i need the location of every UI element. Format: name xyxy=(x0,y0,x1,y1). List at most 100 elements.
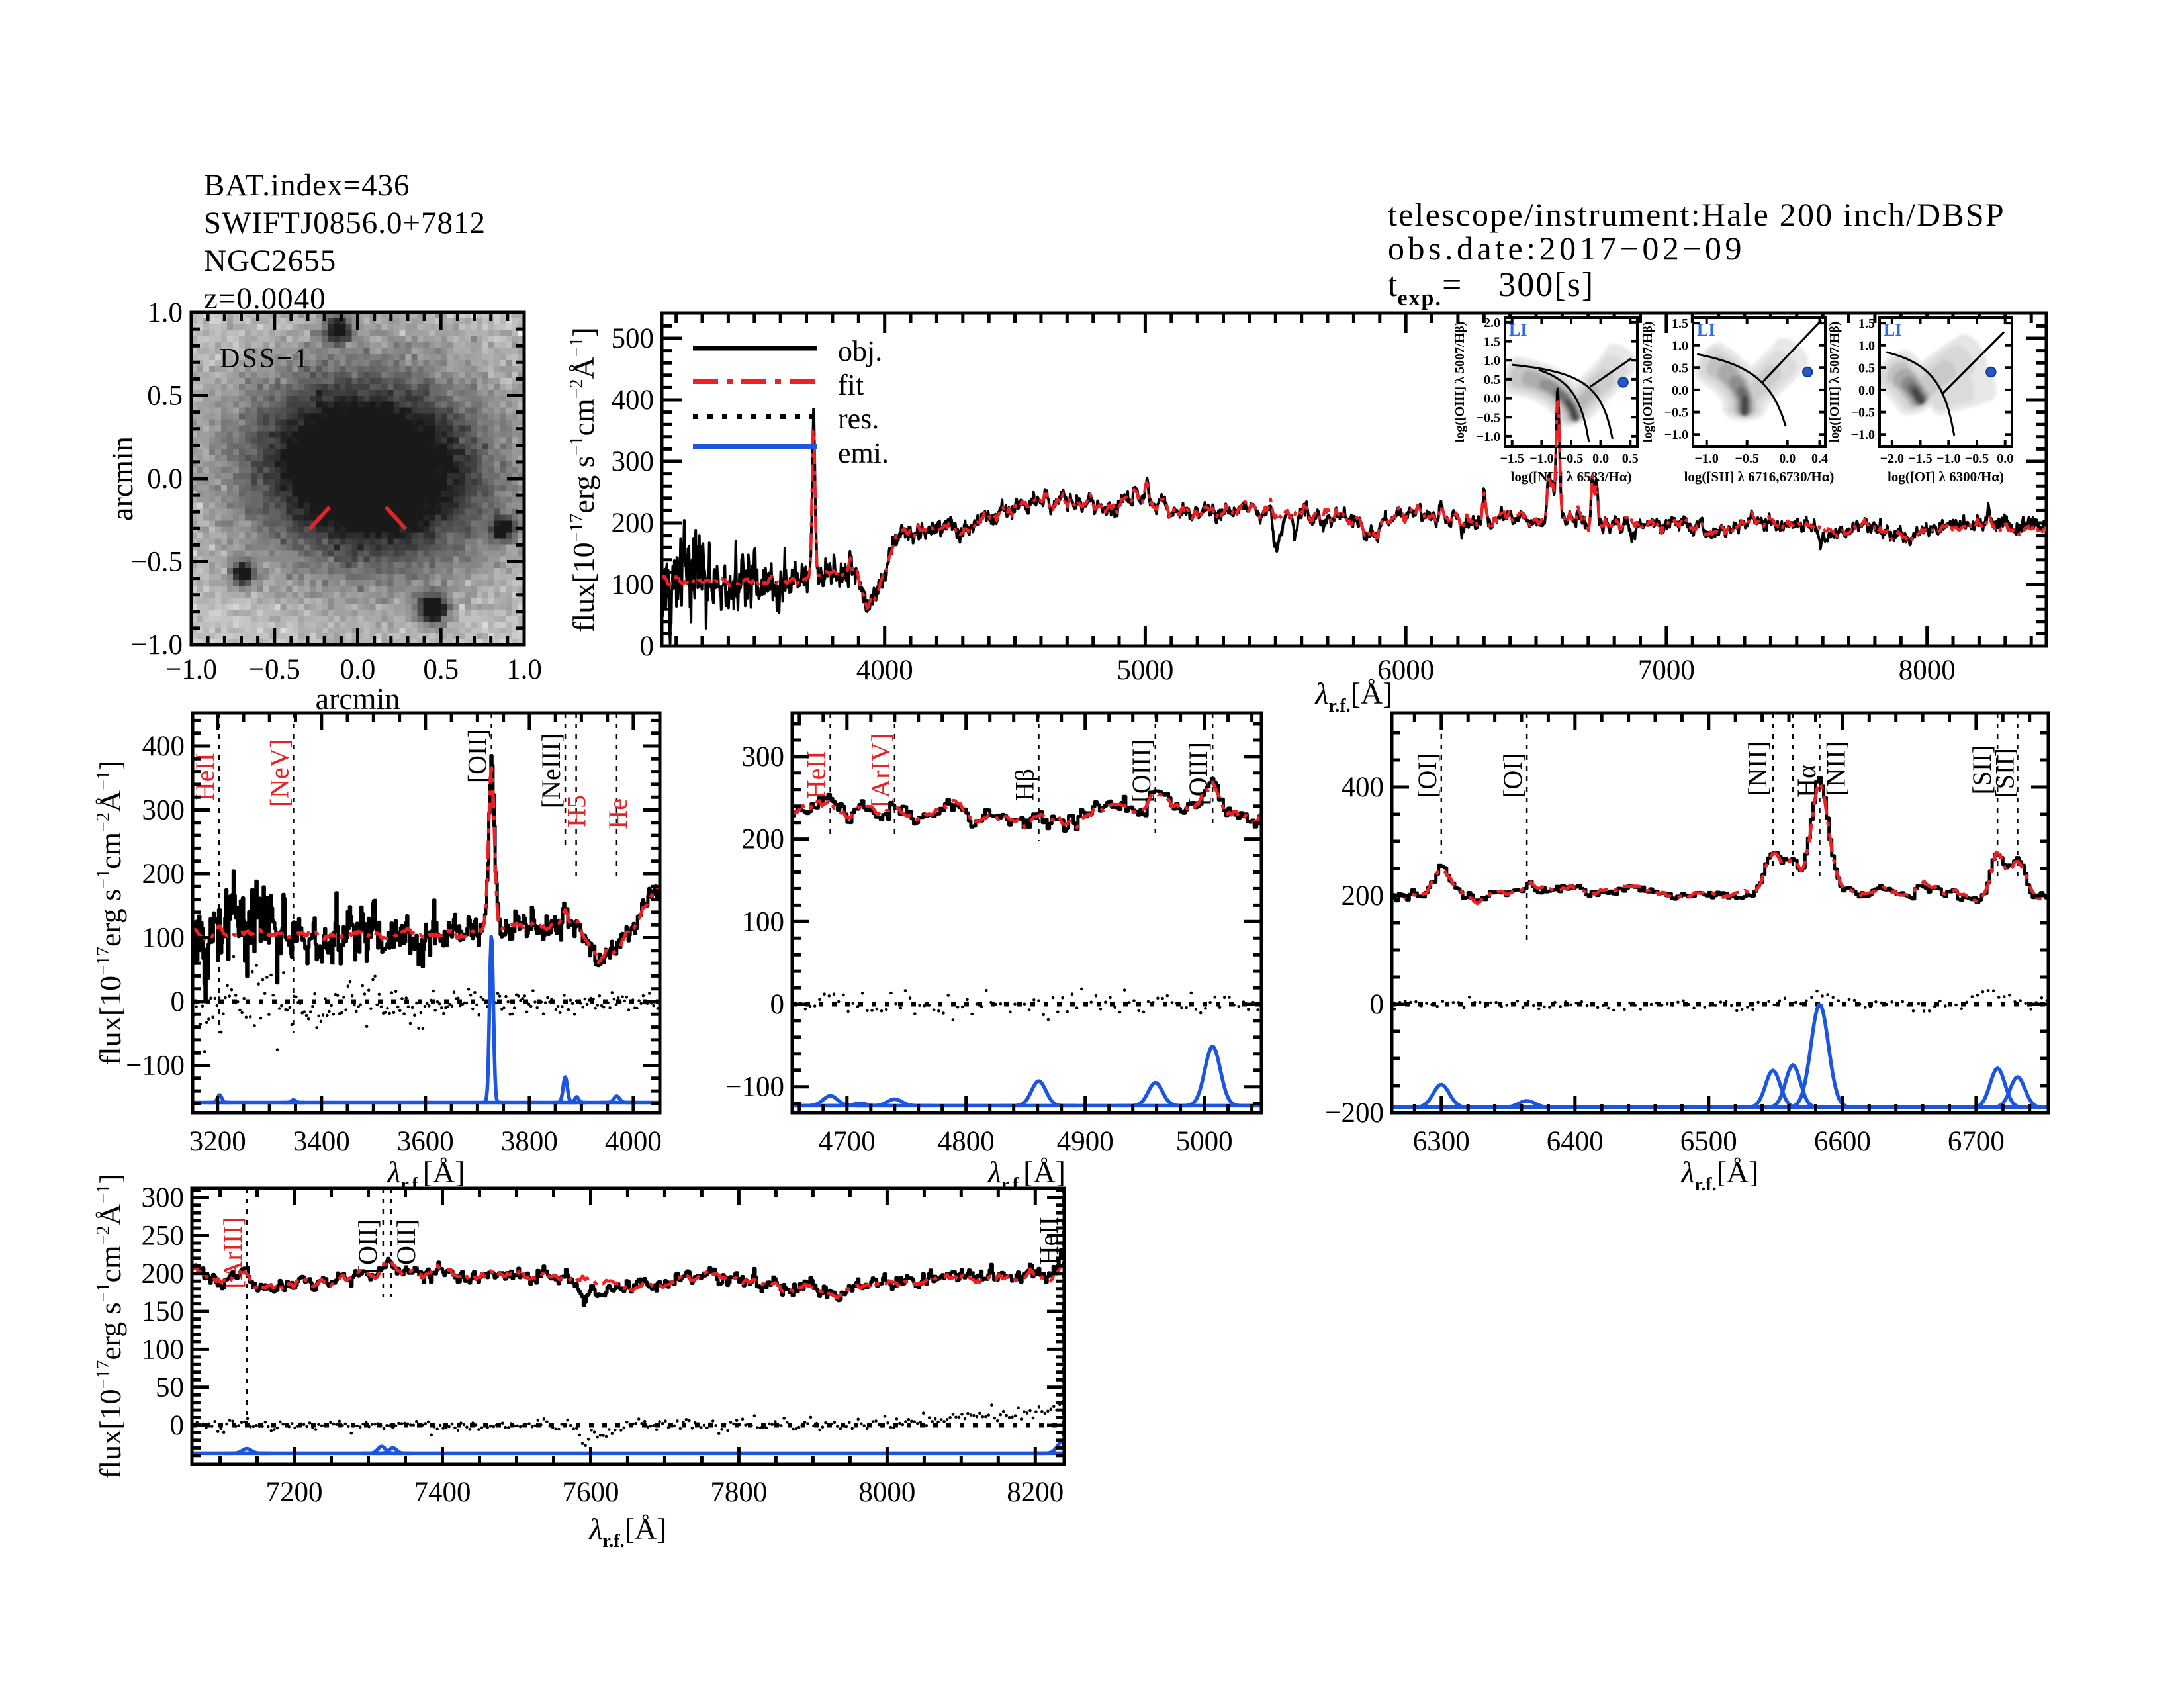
svg-text:4700: 4700 xyxy=(819,1126,876,1157)
svg-text:0: 0 xyxy=(640,631,655,662)
svg-text:z=0.0040: z=0.0040 xyxy=(204,281,326,316)
svg-text:arcmin: arcmin xyxy=(316,682,400,716)
svg-text:1.0: 1.0 xyxy=(147,297,183,328)
svg-text:8200: 8200 xyxy=(1007,1477,1064,1508)
svg-text:−0.5: −0.5 xyxy=(249,654,300,685)
svg-text:BAT.index=436: BAT.index=436 xyxy=(204,168,410,203)
svg-text:obs.date:2017−02−09: obs.date:2017−02−09 xyxy=(1388,230,1745,267)
svg-text:−0.5: −0.5 xyxy=(1477,410,1500,425)
svg-text:fit: fit xyxy=(838,369,864,401)
svg-text:−100: −100 xyxy=(725,1072,784,1103)
svg-text:SWIFTJ0856.0+7812: SWIFTJ0856.0+7812 xyxy=(204,206,486,240)
svg-text:0.0: 0.0 xyxy=(1779,451,1796,466)
svg-text:4000: 4000 xyxy=(605,1126,662,1157)
svg-text:0.4: 0.4 xyxy=(1811,451,1828,466)
svg-text:[OIII]: [OIII] xyxy=(1183,742,1213,806)
svg-text:300: 300 xyxy=(742,741,785,773)
svg-text:250: 250 xyxy=(142,1221,185,1252)
svg-text:NGC2655: NGC2655 xyxy=(204,244,336,278)
svg-text:6600: 6600 xyxy=(1814,1126,1871,1157)
svg-text:50: 50 xyxy=(156,1372,184,1403)
svg-text:100: 100 xyxy=(742,906,785,937)
svg-text:100: 100 xyxy=(142,923,185,954)
svg-text:λr.f.[Å]: λr.f.[Å] xyxy=(1314,677,1393,716)
svg-text:1.0: 1.0 xyxy=(1484,353,1500,368)
svg-text:[ArIV]: [ArIV] xyxy=(866,733,895,807)
svg-text:Hβ: Hβ xyxy=(1010,769,1040,801)
svg-text:LI: LI xyxy=(1697,320,1715,340)
svg-text:200: 200 xyxy=(142,859,185,890)
svg-text:telescope/instrument:Hale 200: telescope/instrument:Hale 200 inch/DBSP xyxy=(1388,196,2005,233)
svg-text:−1.0: −1.0 xyxy=(1477,430,1500,444)
svg-text:7200: 7200 xyxy=(266,1477,323,1508)
svg-text:[NeV]: [NeV] xyxy=(264,739,294,807)
svg-text:LI: LI xyxy=(1884,320,1901,340)
svg-text:log([SII] λ 6716,6730/Hα): log([SII] λ 6716,6730/Hα) xyxy=(1684,469,1835,485)
svg-text:log([OI] λ 6300/Hα): log([OI] λ 6300/Hα) xyxy=(1888,469,2004,485)
svg-text:−0.5: −0.5 xyxy=(131,547,183,578)
svg-text:6500: 6500 xyxy=(1680,1126,1737,1157)
svg-text:He: He xyxy=(603,798,633,829)
svg-text:[SII]: [SII] xyxy=(1990,748,2020,798)
svg-text:[NeIII]: [NeIII] xyxy=(536,733,566,808)
svg-text:res.: res. xyxy=(838,402,879,435)
svg-text:arcmin: arcmin xyxy=(105,436,139,521)
svg-text:4900: 4900 xyxy=(1057,1126,1114,1157)
svg-text:7800: 7800 xyxy=(710,1477,767,1508)
svg-text:[OII]: [OII] xyxy=(463,729,492,783)
svg-text:200: 200 xyxy=(742,824,785,855)
svg-text:−0.5: −0.5 xyxy=(1559,451,1583,466)
svg-text:[NII]: [NII] xyxy=(1743,741,1772,796)
svg-text:H5: H5 xyxy=(562,795,592,827)
svg-text:−2.0: −2.0 xyxy=(1880,451,1904,466)
svg-text:0.0: 0.0 xyxy=(1592,451,1609,466)
svg-text:0: 0 xyxy=(170,1410,185,1441)
svg-text:[OI]: [OI] xyxy=(1498,753,1527,798)
svg-text:−1.0: −1.0 xyxy=(1851,428,1875,442)
svg-text:0.5: 0.5 xyxy=(147,381,183,412)
svg-text:300: 300 xyxy=(142,1182,185,1213)
svg-text:7600: 7600 xyxy=(563,1477,619,1508)
svg-text:−0.5: −0.5 xyxy=(1965,451,1989,466)
svg-text:log([OIII] λ 5007/Hβ): log([OIII] λ 5007/Hβ) xyxy=(1827,322,1842,443)
svg-text:300: 300 xyxy=(142,795,185,826)
svg-text:300: 300 xyxy=(612,446,655,477)
svg-text:λr.f.[Å]: λr.f.[Å] xyxy=(987,1155,1066,1195)
svg-text:6400: 6400 xyxy=(1547,1126,1604,1157)
svg-text:7000: 7000 xyxy=(1638,655,1695,686)
svg-text:0.0: 0.0 xyxy=(1858,383,1875,398)
svg-text:0: 0 xyxy=(770,989,785,1020)
svg-text:1.5: 1.5 xyxy=(1672,316,1688,331)
svg-text:100: 100 xyxy=(142,1334,185,1365)
svg-text:−0.5: −0.5 xyxy=(1735,451,1758,466)
svg-text:400: 400 xyxy=(142,731,185,762)
svg-text:0.0: 0.0 xyxy=(1997,451,2013,466)
svg-text:−1.0: −1.0 xyxy=(1529,451,1553,466)
svg-text:−1.5: −1.5 xyxy=(1908,451,1932,466)
svg-text:flux[10−17erg s−1cm−2Å−1]: flux[10−17erg s−1cm−2Å−1] xyxy=(93,761,127,1066)
svg-text:−0.5: −0.5 xyxy=(1664,406,1688,420)
svg-text:[OII]: [OII] xyxy=(353,1219,383,1274)
svg-text:−200: −200 xyxy=(1325,1098,1384,1129)
svg-text:log([OIII] λ 5007/Hβ): log([OIII] λ 5007/Hβ) xyxy=(1641,322,1655,443)
svg-text:150: 150 xyxy=(142,1296,185,1327)
svg-text:0.5: 0.5 xyxy=(1622,451,1639,466)
svg-text:2.0: 2.0 xyxy=(1484,316,1500,330)
svg-text:λr.f.[Å]: λr.f.[Å] xyxy=(588,1512,667,1552)
svg-text:−1.0: −1.0 xyxy=(1936,451,1960,466)
svg-text:−1.0: −1.0 xyxy=(1694,451,1718,466)
svg-text:0.5: 0.5 xyxy=(423,654,459,685)
svg-text:0.5: 0.5 xyxy=(1858,361,1875,375)
svg-text:0.5: 0.5 xyxy=(1484,373,1500,387)
svg-text:log([OIII] λ 5007/Hβ): log([OIII] λ 5007/Hβ) xyxy=(1453,322,1467,443)
svg-text:[NII]: [NII] xyxy=(1821,741,1851,796)
svg-text:−1.0: −1.0 xyxy=(131,630,183,661)
svg-text:8000: 8000 xyxy=(1899,655,1956,686)
svg-text:−0.5: −0.5 xyxy=(1851,406,1875,420)
svg-text:HeII: HeII xyxy=(801,751,831,799)
svg-text:1.0: 1.0 xyxy=(506,654,542,685)
svg-text:6700: 6700 xyxy=(1948,1126,2005,1157)
svg-text:HeII: HeII xyxy=(190,753,220,801)
svg-text:λr.f.[Å]: λr.f.[Å] xyxy=(1680,1155,1759,1195)
svg-text:5000: 5000 xyxy=(1176,1126,1233,1157)
